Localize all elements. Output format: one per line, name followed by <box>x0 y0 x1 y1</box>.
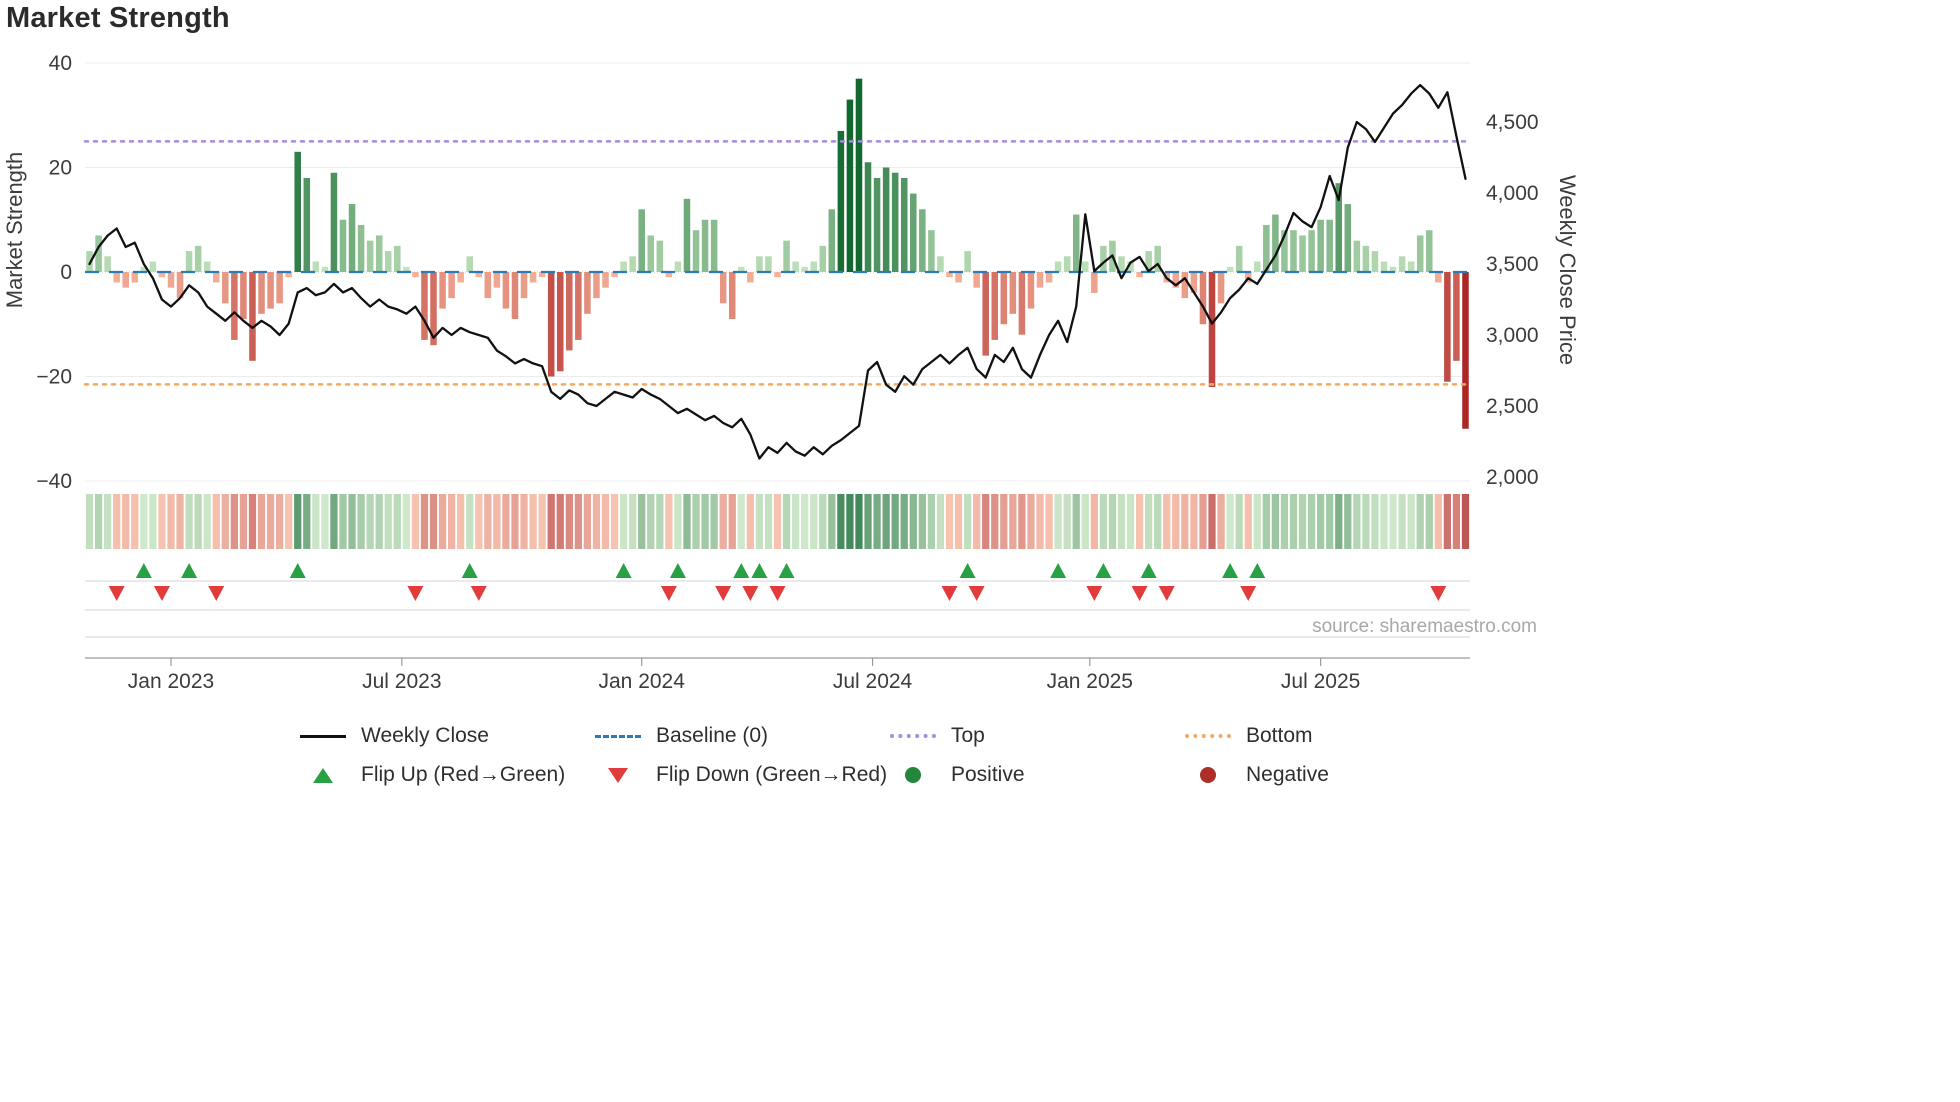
top-line-swatch <box>890 734 936 738</box>
legend-item-negative: Negative <box>1185 763 1480 787</box>
y-left-tick-label: −40 <box>36 470 72 493</box>
baseline-line-swatch <box>595 734 641 738</box>
flip-down-markers <box>108 586 1447 601</box>
x-tick-label: Jul 2024 <box>833 670 913 693</box>
y-right-tick-label: 3,500 <box>1486 253 1539 276</box>
y-right-tick-label: 4,000 <box>1486 182 1539 205</box>
strength-heatmap <box>85 494 1470 549</box>
y-right-tick-label: 4,500 <box>1486 111 1539 134</box>
legend-label-top: Top <box>951 724 985 747</box>
legend-item-top: Top <box>890 724 1185 748</box>
legend-row-lines: Weekly Close Baseline (0) Top Bottom <box>300 724 1960 748</box>
chart-legend: Weekly Close Baseline (0) Top Bottom Fli… <box>0 724 1960 787</box>
x-tick-label: Jan 2024 <box>599 670 686 693</box>
y-left-axis-title: Market Strength <box>2 152 27 309</box>
marker-rules <box>85 580 1470 638</box>
legend-label-weekly-close: Weekly Close <box>361 724 489 747</box>
legend-item-bottom: Bottom <box>1185 724 1480 748</box>
legend-label-negative: Negative <box>1246 763 1329 786</box>
legend-item-flip-down: Flip Down (Green→Red) <box>595 763 890 787</box>
flip-up-markers <box>135 563 1266 578</box>
legend-item-weekly-close: Weekly Close <box>300 724 595 748</box>
y-right-tick-label: 3,000 <box>1486 324 1539 347</box>
legend-label-positive: Positive <box>951 763 1025 786</box>
y-left-tick-label: −20 <box>36 366 72 389</box>
legend-item-flip-up: Flip Up (Red→Green) <box>300 763 595 787</box>
y-left-tick-label: 0 <box>60 261 72 284</box>
y-right-tick-label: 2,000 <box>1486 466 1539 489</box>
weekly-close-line <box>88 83 1467 460</box>
y-right-axis-title: Weekly Close Price <box>1555 175 1580 365</box>
flip-up-triangle-icon <box>313 767 333 783</box>
legend-item-baseline: Baseline (0) <box>595 724 890 748</box>
x-tick-label: Jan 2023 <box>128 670 214 693</box>
x-tick-label: Jul 2023 <box>362 670 441 693</box>
legend-label-baseline: Baseline (0) <box>656 724 769 747</box>
chart-canvas: Jan 2023 Jul 2023 Jan 2024 Jul 2024 Jan 2025… <box>2 52 1580 693</box>
negative-dot-icon <box>1200 767 1216 783</box>
flip-down-triangle-icon <box>608 767 628 783</box>
source-attribution: source: sharemaestro.com <box>1312 616 1537 637</box>
chart-figure: Market Strength Jan 2023 Jul 2023 Jan 2024… <box>2 2 1580 693</box>
x-tick-label: Jul 2025 <box>1281 670 1360 693</box>
legend-label-bottom: Bottom <box>1246 724 1313 747</box>
y-left-tick-label: 40 <box>49 52 72 75</box>
y-axis-right: 4,500 4,000 3,500 3,000 2,500 2,000 Weekly Clo… <box>1486 111 1580 489</box>
positive-dot-icon <box>905 767 921 783</box>
legend-label-flip-down: Flip Down (Green→Red) <box>656 763 888 786</box>
y-right-tick-label: 2,500 <box>1486 395 1539 418</box>
x-tick-label: Jan 2025 <box>1047 670 1133 693</box>
y-axis-left: 40 20 0 −20 −40 Market Strength <box>2 52 72 493</box>
legend-row-markers: Flip Up (Red→Green) Flip Down (Green→Red… <box>300 763 1960 787</box>
legend-label-flip-up: Flip Up (Red→Green) <box>361 763 566 786</box>
x-axis: Jan 2023 Jul 2023 Jan 2024 Jul 2024 Jan 2025… <box>85 657 1470 693</box>
bottom-line-swatch <box>1185 734 1231 738</box>
weekly-close-line-swatch <box>300 734 346 738</box>
legend-item-positive: Positive <box>890 763 1185 787</box>
page-title: Market Strength <box>6 2 230 34</box>
y-left-tick-label: 20 <box>49 157 72 180</box>
